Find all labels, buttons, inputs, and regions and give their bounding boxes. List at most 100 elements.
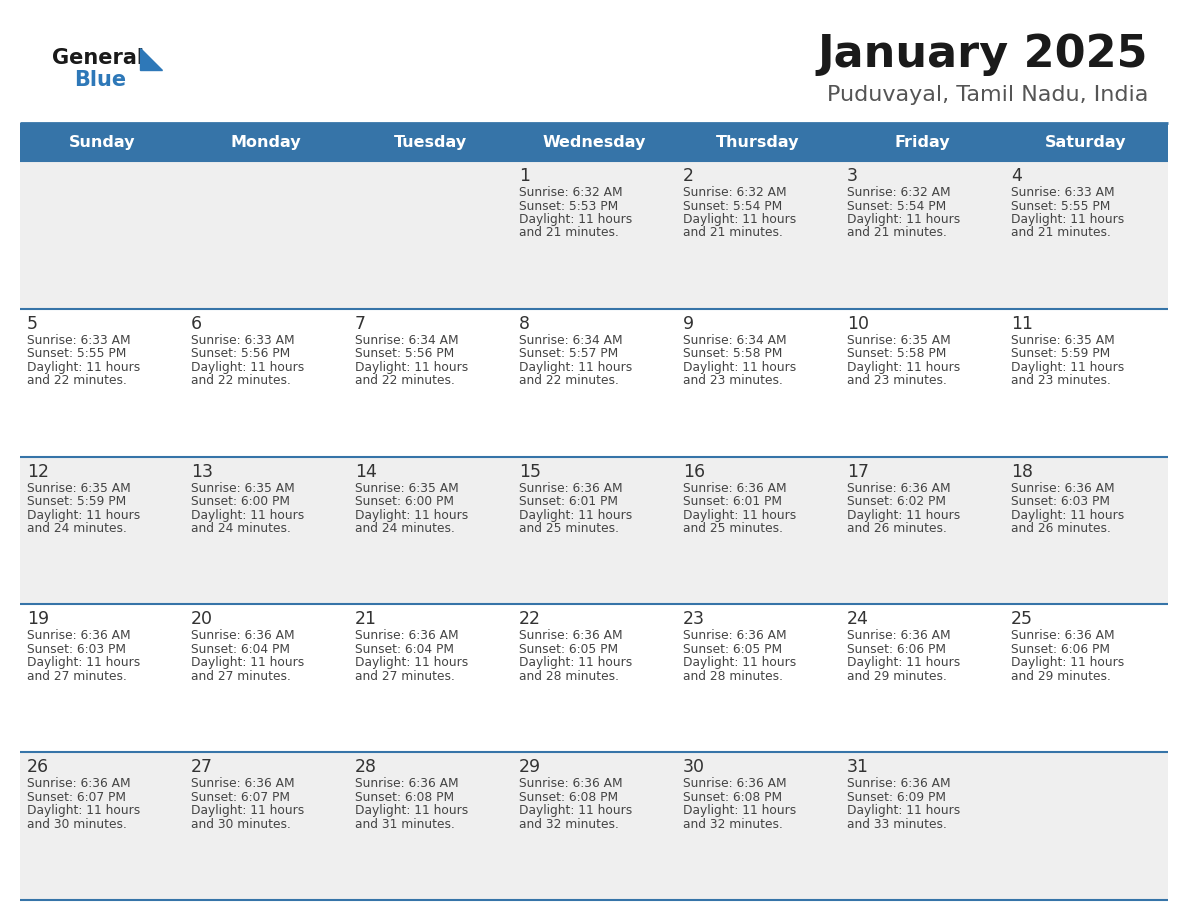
- Text: Daylight: 11 hours: Daylight: 11 hours: [683, 361, 796, 374]
- Text: Monday: Monday: [230, 135, 302, 150]
- Text: and 25 minutes.: and 25 minutes.: [683, 522, 783, 535]
- Text: and 21 minutes.: and 21 minutes.: [847, 227, 947, 240]
- Text: Daylight: 11 hours: Daylight: 11 hours: [27, 656, 140, 669]
- Text: and 24 minutes.: and 24 minutes.: [355, 522, 455, 535]
- Text: 15: 15: [519, 463, 541, 481]
- Text: Thursday: Thursday: [716, 135, 800, 150]
- Text: Sunrise: 6:33 AM: Sunrise: 6:33 AM: [1011, 186, 1114, 199]
- Text: 24: 24: [847, 610, 868, 629]
- Text: Sunday: Sunday: [69, 135, 135, 150]
- Text: 18: 18: [1011, 463, 1034, 481]
- Text: 3: 3: [847, 167, 858, 185]
- Text: 22: 22: [519, 610, 541, 629]
- Text: Sunrise: 6:32 AM: Sunrise: 6:32 AM: [519, 186, 623, 199]
- Text: Wednesday: Wednesday: [542, 135, 646, 150]
- Text: Sunset: 6:08 PM: Sunset: 6:08 PM: [683, 790, 782, 803]
- Text: Sunrise: 6:35 AM: Sunrise: 6:35 AM: [1011, 334, 1114, 347]
- Text: Sunset: 5:53 PM: Sunset: 5:53 PM: [519, 199, 618, 212]
- Bar: [20, 161, 1168, 308]
- Text: and 21 minutes.: and 21 minutes.: [1011, 227, 1111, 240]
- Text: Sunrise: 6:36 AM: Sunrise: 6:36 AM: [1011, 482, 1114, 495]
- Text: Sunset: 6:06 PM: Sunset: 6:06 PM: [847, 643, 946, 655]
- Text: Sunrise: 6:36 AM: Sunrise: 6:36 AM: [847, 482, 950, 495]
- Text: Sunset: 6:08 PM: Sunset: 6:08 PM: [519, 790, 618, 803]
- Text: Sunrise: 6:36 AM: Sunrise: 6:36 AM: [519, 778, 623, 790]
- Text: Sunrise: 6:36 AM: Sunrise: 6:36 AM: [847, 630, 950, 643]
- Text: Daylight: 11 hours: Daylight: 11 hours: [355, 509, 468, 521]
- Text: General: General: [52, 48, 144, 68]
- Text: and 21 minutes.: and 21 minutes.: [683, 227, 783, 240]
- Text: and 26 minutes.: and 26 minutes.: [1011, 522, 1111, 535]
- Text: Sunset: 5:59 PM: Sunset: 5:59 PM: [27, 495, 126, 508]
- Text: and 21 minutes.: and 21 minutes.: [519, 227, 619, 240]
- Text: Sunset: 5:56 PM: Sunset: 5:56 PM: [191, 347, 290, 360]
- Text: Sunrise: 6:36 AM: Sunrise: 6:36 AM: [683, 630, 786, 643]
- Text: Sunrise: 6:36 AM: Sunrise: 6:36 AM: [27, 778, 131, 790]
- Text: 6: 6: [191, 315, 202, 333]
- Text: Sunset: 6:05 PM: Sunset: 6:05 PM: [683, 643, 782, 655]
- Text: Sunrise: 6:32 AM: Sunrise: 6:32 AM: [847, 186, 950, 199]
- Text: and 24 minutes.: and 24 minutes.: [27, 522, 127, 535]
- Text: Sunset: 6:00 PM: Sunset: 6:00 PM: [191, 495, 290, 508]
- Text: Sunrise: 6:36 AM: Sunrise: 6:36 AM: [191, 630, 295, 643]
- Text: and 29 minutes.: and 29 minutes.: [1011, 670, 1111, 683]
- Text: Sunrise: 6:34 AM: Sunrise: 6:34 AM: [683, 334, 786, 347]
- Text: 25: 25: [1011, 610, 1034, 629]
- Text: Sunrise: 6:33 AM: Sunrise: 6:33 AM: [191, 334, 295, 347]
- Text: Sunrise: 6:36 AM: Sunrise: 6:36 AM: [355, 630, 459, 643]
- Text: 7: 7: [355, 315, 366, 333]
- Text: Daylight: 11 hours: Daylight: 11 hours: [519, 213, 632, 226]
- Text: and 27 minutes.: and 27 minutes.: [191, 670, 291, 683]
- Text: Sunrise: 6:36 AM: Sunrise: 6:36 AM: [519, 482, 623, 495]
- Text: 27: 27: [191, 758, 213, 777]
- Text: Sunrise: 6:36 AM: Sunrise: 6:36 AM: [519, 630, 623, 643]
- Text: Daylight: 11 hours: Daylight: 11 hours: [27, 509, 140, 521]
- Text: 29: 29: [519, 758, 541, 777]
- Text: Daylight: 11 hours: Daylight: 11 hours: [847, 213, 960, 226]
- Text: 20: 20: [191, 610, 213, 629]
- Text: Daylight: 11 hours: Daylight: 11 hours: [1011, 509, 1124, 521]
- Text: Tuesday: Tuesday: [393, 135, 467, 150]
- Text: and 32 minutes.: and 32 minutes.: [683, 818, 783, 831]
- Text: and 29 minutes.: and 29 minutes.: [847, 670, 947, 683]
- Text: Daylight: 11 hours: Daylight: 11 hours: [355, 656, 468, 669]
- Text: 10: 10: [847, 315, 868, 333]
- Text: 1: 1: [519, 167, 530, 185]
- Text: Sunset: 5:59 PM: Sunset: 5:59 PM: [1011, 347, 1111, 360]
- Text: Sunset: 6:02 PM: Sunset: 6:02 PM: [847, 495, 946, 508]
- Text: Sunrise: 6:34 AM: Sunrise: 6:34 AM: [519, 334, 623, 347]
- Text: Sunrise: 6:35 AM: Sunrise: 6:35 AM: [27, 482, 131, 495]
- Text: Sunrise: 6:34 AM: Sunrise: 6:34 AM: [355, 334, 459, 347]
- Text: Sunrise: 6:36 AM: Sunrise: 6:36 AM: [847, 778, 950, 790]
- Text: Daylight: 11 hours: Daylight: 11 hours: [1011, 213, 1124, 226]
- Bar: [20, 456, 1168, 604]
- Text: and 26 minutes.: and 26 minutes.: [847, 522, 947, 535]
- Text: 12: 12: [27, 463, 49, 481]
- Text: Sunset: 5:57 PM: Sunset: 5:57 PM: [519, 347, 618, 360]
- Text: Daylight: 11 hours: Daylight: 11 hours: [191, 509, 304, 521]
- Text: January 2025: January 2025: [817, 33, 1148, 76]
- Text: 30: 30: [683, 758, 704, 777]
- Text: and 22 minutes.: and 22 minutes.: [519, 375, 619, 387]
- Text: Sunset: 6:07 PM: Sunset: 6:07 PM: [27, 790, 126, 803]
- Text: Sunrise: 6:36 AM: Sunrise: 6:36 AM: [355, 778, 459, 790]
- Bar: [20, 308, 1168, 456]
- Text: Sunset: 6:05 PM: Sunset: 6:05 PM: [519, 643, 618, 655]
- Text: and 30 minutes.: and 30 minutes.: [27, 818, 127, 831]
- Text: Sunset: 6:07 PM: Sunset: 6:07 PM: [191, 790, 290, 803]
- Text: Puduvayal, Tamil Nadu, India: Puduvayal, Tamil Nadu, India: [827, 85, 1148, 105]
- Text: Daylight: 11 hours: Daylight: 11 hours: [1011, 656, 1124, 669]
- Text: 14: 14: [355, 463, 377, 481]
- Text: Sunset: 6:06 PM: Sunset: 6:06 PM: [1011, 643, 1110, 655]
- Text: Sunrise: 6:36 AM: Sunrise: 6:36 AM: [191, 778, 295, 790]
- Text: Sunrise: 6:35 AM: Sunrise: 6:35 AM: [191, 482, 295, 495]
- Text: Sunset: 6:04 PM: Sunset: 6:04 PM: [355, 643, 454, 655]
- Text: 28: 28: [355, 758, 377, 777]
- Text: 31: 31: [847, 758, 868, 777]
- Text: and 23 minutes.: and 23 minutes.: [683, 375, 783, 387]
- Text: Daylight: 11 hours: Daylight: 11 hours: [683, 213, 796, 226]
- Text: Sunset: 5:55 PM: Sunset: 5:55 PM: [1011, 199, 1111, 212]
- Bar: [20, 752, 1168, 900]
- Text: Daylight: 11 hours: Daylight: 11 hours: [847, 509, 960, 521]
- Text: 8: 8: [519, 315, 530, 333]
